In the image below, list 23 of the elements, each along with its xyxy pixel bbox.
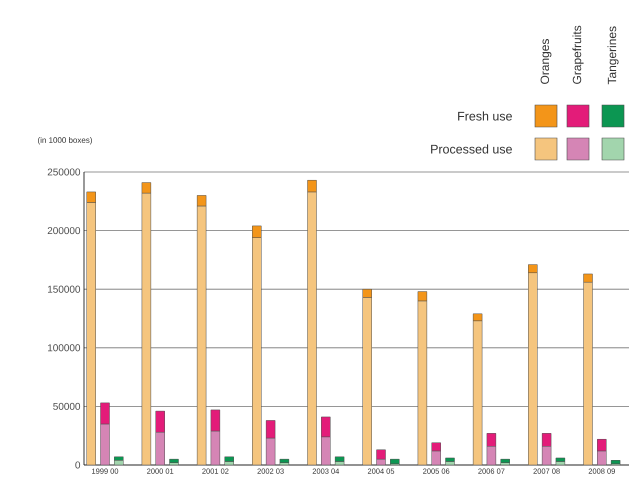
bar	[169, 462, 179, 466]
y-tick-label: 0	[75, 461, 80, 469]
bar	[224, 456, 234, 462]
bar	[169, 458, 179, 463]
bar	[280, 458, 290, 463]
bar	[390, 458, 400, 464]
bar	[445, 461, 455, 466]
y-tick-label: 200000	[48, 227, 80, 234]
text: Grapefruits	[572, 26, 584, 84]
y-tick-label: 100000	[48, 344, 80, 352]
y-tick-label: 250000	[48, 168, 80, 176]
y-tick-label: 50000	[53, 402, 80, 410]
legend-label: Fresh use	[458, 111, 512, 121]
bar	[445, 458, 455, 462]
bar	[334, 456, 344, 462]
bar	[610, 460, 620, 464]
bar	[556, 458, 566, 462]
bar	[114, 460, 124, 466]
legend-label: Processed use	[431, 144, 512, 154]
y-tick-label: 150000	[48, 286, 80, 293]
text: Oranges	[540, 39, 552, 84]
bar	[500, 458, 510, 463]
text: Tangerines	[607, 26, 619, 84]
